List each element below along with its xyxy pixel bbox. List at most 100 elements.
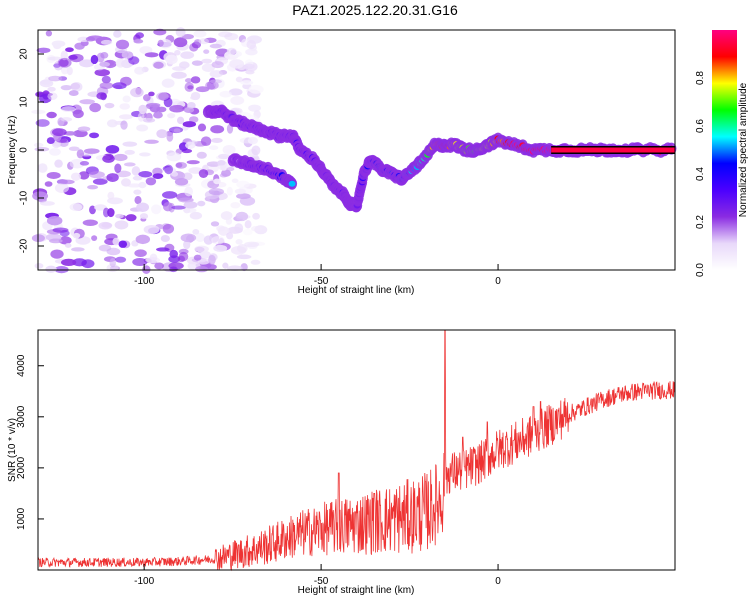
- noise-cell: [248, 84, 264, 94]
- noise-cell: [203, 49, 210, 54]
- noise-cell: [115, 256, 127, 263]
- noise-cell: [139, 213, 149, 220]
- noise-cell: [178, 197, 194, 203]
- noise-cell: [120, 120, 128, 130]
- noise-cell: [163, 97, 173, 108]
- noise-cell: [225, 217, 233, 225]
- noise-cell: [115, 39, 130, 50]
- noise-cell: [229, 59, 245, 69]
- noise-cell: [102, 207, 110, 218]
- snr-y-ticks: 1000 2000 3000 4000: [16, 354, 44, 530]
- noise-cell: [128, 56, 140, 65]
- noise-cell: [195, 233, 205, 243]
- noise-cell: [134, 196, 142, 205]
- noise-cell: [83, 148, 100, 154]
- noise-cell: [126, 183, 142, 188]
- noise-cell: [79, 59, 95, 68]
- noise-cell: [161, 78, 175, 88]
- colorbar-ticks: 0.0 0.2 0.4 0.6 0.8: [695, 71, 706, 277]
- noise-cell: [184, 186, 194, 197]
- noise-cell: [69, 158, 85, 169]
- noise-cell: [49, 238, 63, 244]
- noise-cell: [121, 178, 131, 187]
- noise-cell: [236, 254, 252, 260]
- noise-cell: [166, 132, 174, 142]
- noise-cell: [132, 257, 148, 267]
- noise-cell: [211, 61, 224, 69]
- noise-cell: [138, 152, 151, 157]
- colorbar-gradient: [712, 30, 737, 270]
- noise-cell: [74, 42, 85, 50]
- noise-cell: [195, 86, 210, 93]
- noise-cell: [191, 60, 203, 66]
- noise-cell: [101, 75, 111, 84]
- noise-cell: [250, 225, 262, 232]
- noise-cell: [79, 161, 90, 166]
- noise-cell: [217, 159, 226, 166]
- noise-cell: [174, 178, 189, 186]
- noise-cell: [174, 49, 181, 56]
- noise-cell: [196, 151, 207, 159]
- noise-cell: [115, 213, 124, 219]
- colorbar-tick-label: 0.8: [695, 71, 706, 85]
- noise-cell: [134, 66, 145, 75]
- noise-cell: [106, 247, 121, 256]
- noise-cell: [36, 47, 51, 54]
- noise-cell: [165, 54, 178, 65]
- noise-cell: [183, 207, 191, 214]
- noise-cell: [143, 224, 160, 235]
- noise-cell: [228, 88, 243, 96]
- noise-cell: [210, 125, 225, 134]
- noise-cell: [60, 50, 68, 61]
- noise-cell: [180, 51, 195, 59]
- noise-cell: [60, 258, 77, 267]
- noise-cell: [208, 188, 225, 196]
- noise-cell: [185, 141, 196, 149]
- noise-cell: [123, 162, 136, 167]
- noise-cell: [102, 154, 115, 163]
- noise-cell: [184, 82, 194, 92]
- noise-cell: [193, 254, 202, 261]
- noise-cell: [99, 82, 114, 90]
- noise-cell: [109, 258, 116, 268]
- noise-cell: [46, 215, 63, 226]
- noise-cell: [222, 262, 229, 269]
- noise-cell: [76, 149, 85, 159]
- x-tick-label: -100: [134, 576, 154, 587]
- noise-cell: [138, 171, 153, 178]
- noise-cell: [168, 255, 181, 263]
- noise-cell: [183, 240, 191, 250]
- noise-cell: [192, 229, 200, 235]
- noise-cell: [146, 102, 161, 108]
- noise-cell: [231, 178, 239, 184]
- noise-cell: [72, 109, 84, 119]
- noise-cell: [160, 234, 170, 242]
- noise-cell: [113, 153, 128, 162]
- noise-cell: [135, 234, 151, 245]
- noise-cell: [162, 223, 175, 234]
- noise-cell: [120, 76, 132, 86]
- spectrogram-y-ticks: 20 10 0 -10 -20: [19, 48, 44, 253]
- noise-cell: [87, 185, 99, 190]
- noise-cell: [60, 84, 73, 91]
- noise-cell: [45, 30, 53, 37]
- colorbar-tick-label: 0.2: [695, 215, 706, 229]
- spectrogram-y-axis-label: Frequency (Hz): [7, 116, 18, 185]
- noise-cell: [224, 32, 239, 41]
- noise-cell: [175, 162, 187, 169]
- y-tick-label: 0: [19, 147, 30, 153]
- noise-cell: [89, 102, 101, 113]
- noise-cell: [243, 63, 255, 70]
- noise-cell: [35, 119, 50, 127]
- snr-frame: [37, 329, 676, 571]
- noise-cell: [247, 136, 259, 145]
- noise-cell: [57, 57, 72, 68]
- noise-cell: [222, 144, 236, 155]
- noise-cell: [219, 173, 228, 178]
- noise-cell: [72, 232, 81, 239]
- noise-cell: [34, 262, 44, 269]
- noise-cell: [54, 159, 63, 168]
- noise-cell: [201, 63, 215, 73]
- noise-cell: [197, 258, 210, 265]
- noise-cell: [48, 75, 63, 82]
